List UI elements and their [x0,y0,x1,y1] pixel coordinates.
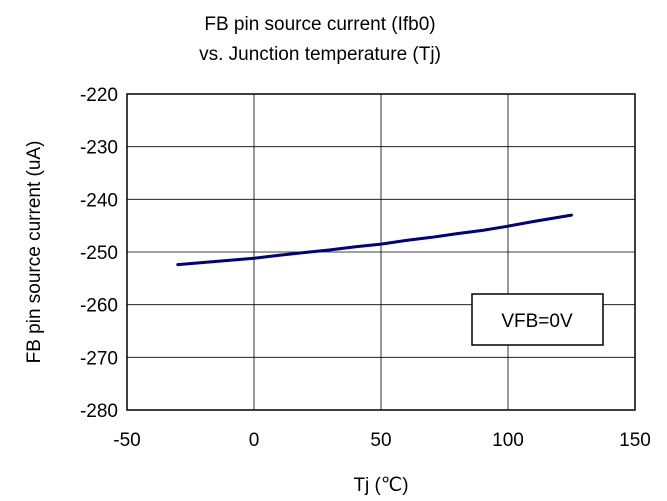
annotation-frame [471,293,604,346]
y-tick-label: -250 [80,243,118,264]
y-axis-label: FB pin source current (uA) [24,141,45,364]
x-tick-label: 50 [370,430,391,451]
y-axis-ticks: -220 -230 -240 -250 -260 -270 -280 [80,85,118,422]
y-tick-label: -220 [80,85,118,106]
x-tick-label: 100 [492,430,524,451]
x-tick-label: 150 [619,430,651,451]
y-tick-label: -230 [80,138,118,159]
chart-title-line-2: vs. Junction temperature (Tj) [199,44,441,65]
chart-title-line-1: FB pin source current (Ifb0) [204,14,435,35]
series-group [176,213,573,267]
y-tick-label: -240 [80,190,118,211]
annotation-text: VFB=0V [501,311,573,332]
plot-area [126,93,636,411]
y-tick-label: -270 [80,348,118,369]
series-line [176,213,573,267]
gridlines [127,94,635,410]
y-tick-label: -280 [80,401,118,422]
x-axis-ticks: -50 0 50 100 150 [113,430,651,451]
y-tick-label: -260 [80,296,118,317]
annotation-box: VFB=0V [471,293,604,346]
x-tick-label: -50 [113,430,140,451]
x-axis-label: Tj (℃) [353,475,408,496]
x-tick-label: 0 [249,430,260,451]
